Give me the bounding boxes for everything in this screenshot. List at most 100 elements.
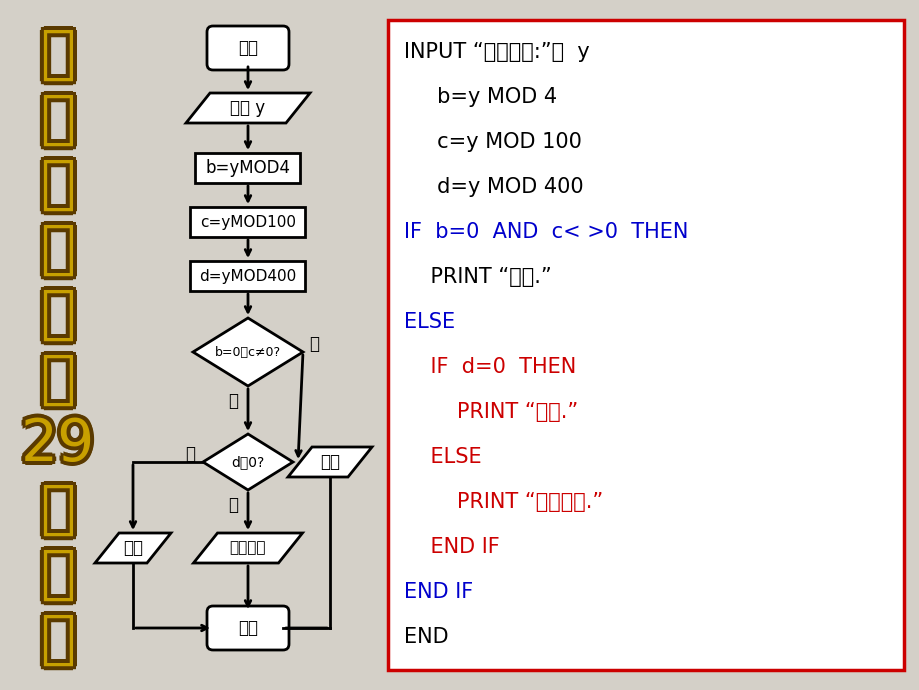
Text: d=yMOD400: d=yMOD400 [199, 268, 296, 284]
Text: d=y MOD 400: d=y MOD 400 [403, 177, 583, 197]
FancyBboxPatch shape [190, 261, 305, 291]
Text: c=y MOD 100: c=y MOD 100 [403, 132, 581, 152]
Text: 校: 校 [37, 156, 72, 213]
Text: 是: 是 [309, 335, 319, 353]
Text: 我: 我 [37, 91, 72, 148]
Text: PRINT “不是闰年.”: PRINT “不是闰年.” [403, 492, 603, 512]
Text: 我: 我 [43, 88, 78, 145]
FancyBboxPatch shape [190, 207, 305, 237]
FancyBboxPatch shape [196, 153, 301, 183]
Text: END: END [403, 627, 448, 647]
Text: 习: 习 [38, 614, 73, 671]
Text: 对: 对 [37, 221, 72, 278]
Polygon shape [203, 434, 292, 490]
Text: 习: 习 [40, 607, 75, 664]
Text: 校: 校 [38, 153, 73, 210]
Polygon shape [186, 93, 310, 123]
Text: 练: 练 [37, 546, 72, 603]
Text: 习: 习 [44, 611, 79, 668]
Text: 练: 练 [40, 550, 75, 607]
Text: 校: 校 [43, 153, 78, 210]
Text: 练: 练 [38, 549, 73, 606]
Text: 本: 本 [40, 355, 75, 412]
Text: 课: 课 [40, 282, 75, 339]
Text: 我: 我 [38, 94, 73, 151]
Text: 29: 29 [24, 413, 98, 470]
Text: 白: 白 [44, 26, 79, 83]
Text: PRINT “闰年.”: PRINT “闰年.” [403, 402, 578, 422]
Polygon shape [193, 318, 302, 386]
Text: 练: 练 [38, 543, 73, 600]
Text: b=0且c≠0?: b=0且c≠0? [215, 346, 281, 359]
Text: 否: 否 [228, 392, 238, 410]
Text: 闰年: 闰年 [320, 453, 340, 471]
Text: 29: 29 [21, 412, 95, 469]
Text: 校: 校 [43, 159, 78, 216]
Polygon shape [288, 447, 371, 477]
Text: 本: 本 [43, 348, 78, 405]
Text: INPUT “输入年份:”；  y: INPUT “输入年份:”； y [403, 42, 589, 62]
Text: 29: 29 [25, 416, 99, 473]
Text: 白: 白 [40, 22, 75, 79]
Text: 课: 课 [40, 286, 75, 343]
Text: 课: 课 [44, 286, 79, 343]
Text: 白: 白 [40, 26, 75, 83]
Text: 对: 对 [38, 224, 73, 281]
Text: 课: 课 [38, 283, 73, 340]
Text: 29: 29 [21, 416, 95, 473]
Text: END IF: END IF [403, 537, 499, 557]
Text: 29: 29 [17, 419, 92, 476]
Text: 白: 白 [38, 29, 73, 86]
Polygon shape [193, 533, 302, 563]
Text: 本: 本 [40, 351, 75, 408]
Text: 白: 白 [37, 26, 72, 83]
Text: 习: 习 [40, 615, 75, 672]
Text: 本: 本 [40, 347, 75, 404]
Text: 否: 否 [228, 496, 238, 514]
Text: 白: 白 [43, 29, 78, 86]
Text: 页: 页 [38, 484, 73, 541]
Text: 页: 页 [43, 484, 78, 541]
Polygon shape [95, 533, 171, 563]
Text: PRINT “闰年.”: PRINT “闰年.” [403, 267, 551, 287]
FancyBboxPatch shape [207, 606, 289, 650]
Text: 对: 对 [40, 225, 75, 282]
Text: c=yMOD100: c=yMOD100 [199, 215, 296, 230]
Text: 年份 y: 年份 y [230, 99, 266, 117]
Text: 校: 校 [40, 152, 75, 209]
Text: ELSE: ELSE [403, 312, 455, 332]
Text: 练: 练 [43, 549, 78, 606]
Text: 本: 本 [37, 351, 72, 408]
Text: 练: 练 [44, 546, 79, 603]
Text: 29: 29 [21, 420, 95, 477]
Text: 白: 白 [43, 23, 78, 80]
Text: 课: 课 [43, 289, 78, 346]
Text: 不是闰年: 不是闰年 [230, 540, 266, 555]
Text: 页: 页 [44, 481, 79, 538]
Text: 习: 习 [37, 611, 72, 668]
Text: 闰年: 闰年 [123, 539, 142, 557]
Text: IF  b=0  AND  c< >0  THEN: IF b=0 AND c< >0 THEN [403, 222, 687, 242]
Text: 我: 我 [43, 94, 78, 151]
Text: 练: 练 [43, 543, 78, 600]
Text: 页: 页 [40, 477, 75, 534]
Text: 我: 我 [40, 91, 75, 148]
Text: 开始: 开始 [238, 39, 257, 57]
Text: ELSE: ELSE [403, 447, 482, 467]
Text: 我: 我 [38, 88, 73, 145]
Text: 课: 课 [40, 290, 75, 347]
Text: 习: 习 [43, 614, 78, 671]
Text: 页: 页 [37, 481, 72, 538]
Text: 课: 课 [43, 283, 78, 340]
Text: 本: 本 [38, 348, 73, 405]
Text: 我: 我 [44, 91, 79, 148]
Text: 对: 对 [40, 217, 75, 274]
Text: 结束: 结束 [238, 619, 257, 637]
Text: 29: 29 [17, 413, 92, 470]
Text: 练: 练 [40, 546, 75, 603]
Text: 练: 练 [40, 542, 75, 599]
Text: 白: 白 [40, 30, 75, 87]
Text: 课: 课 [38, 289, 73, 346]
Text: 习: 习 [43, 608, 78, 665]
Text: 校: 校 [38, 159, 73, 216]
